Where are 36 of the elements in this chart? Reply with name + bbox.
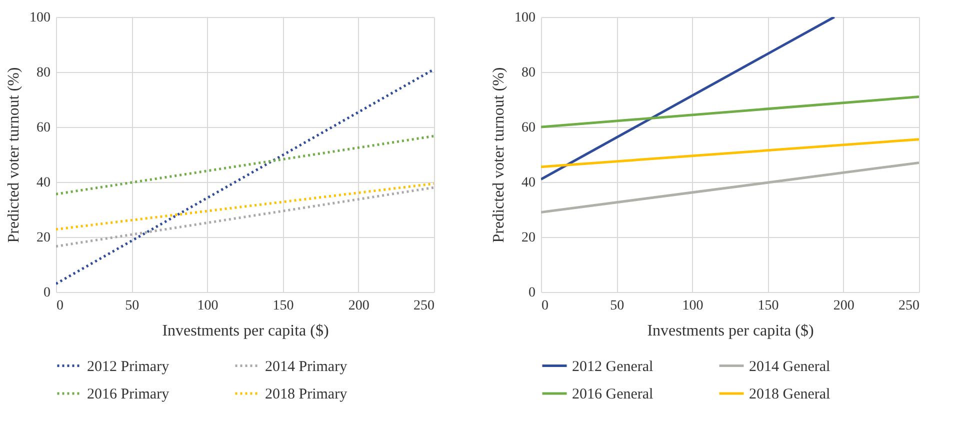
y-tick-label: 40 [522, 176, 536, 190]
y-tick-label: 20 [36, 230, 50, 246]
x-axis-title: Investments per capita ($) [162, 322, 329, 340]
y-tick-label: 100 [514, 10, 536, 26]
x-tick-label: 50 [125, 298, 140, 314]
y-tick-label: 80 [36, 66, 50, 80]
legend-label: 2012 Primary [87, 358, 170, 375]
y-tick-label: 0 [528, 286, 536, 300]
x-tick-label: 150 [758, 298, 779, 314]
legend-label: 2012 General [572, 358, 654, 375]
x-tick-label: 100 [682, 298, 704, 314]
legend-label: 2018 Primary [265, 386, 348, 402]
x-tick-label: 250 [898, 298, 920, 314]
x-tick-label: 0 [542, 298, 548, 314]
x-tick-label: 200 [348, 298, 370, 314]
y-tick-label: 100 [30, 10, 50, 26]
y-tick-label: 20 [522, 230, 536, 246]
x-tick-label: 100 [197, 298, 218, 314]
legend-label: 2016 General [572, 386, 654, 402]
y-tick-label: 0 [44, 286, 50, 300]
y-tick-label: 80 [522, 66, 536, 80]
x-tick-label: 0 [56, 298, 64, 314]
legend-label: 2018 General [749, 386, 830, 402]
y-tick-label: 40 [36, 176, 50, 190]
x-tick-label: 150 [272, 298, 294, 314]
y-axis-title: Predicted voter turnout (%) [6, 67, 22, 243]
legend-label: 2016 Primary [87, 386, 170, 402]
legend-label: 2014 Primary [265, 358, 348, 375]
x-axis-title: Investments per capita ($) [647, 322, 814, 340]
legend-label: 2014 General [749, 358, 830, 375]
y-tick-label: 60 [36, 120, 50, 136]
y-tick-label: 60 [522, 120, 536, 136]
x-tick-label: 50 [610, 298, 624, 314]
x-tick-label: 250 [414, 298, 434, 314]
x-tick-label: 200 [833, 298, 854, 314]
y-axis-title: Predicted voter turnout (%) [490, 67, 508, 243]
